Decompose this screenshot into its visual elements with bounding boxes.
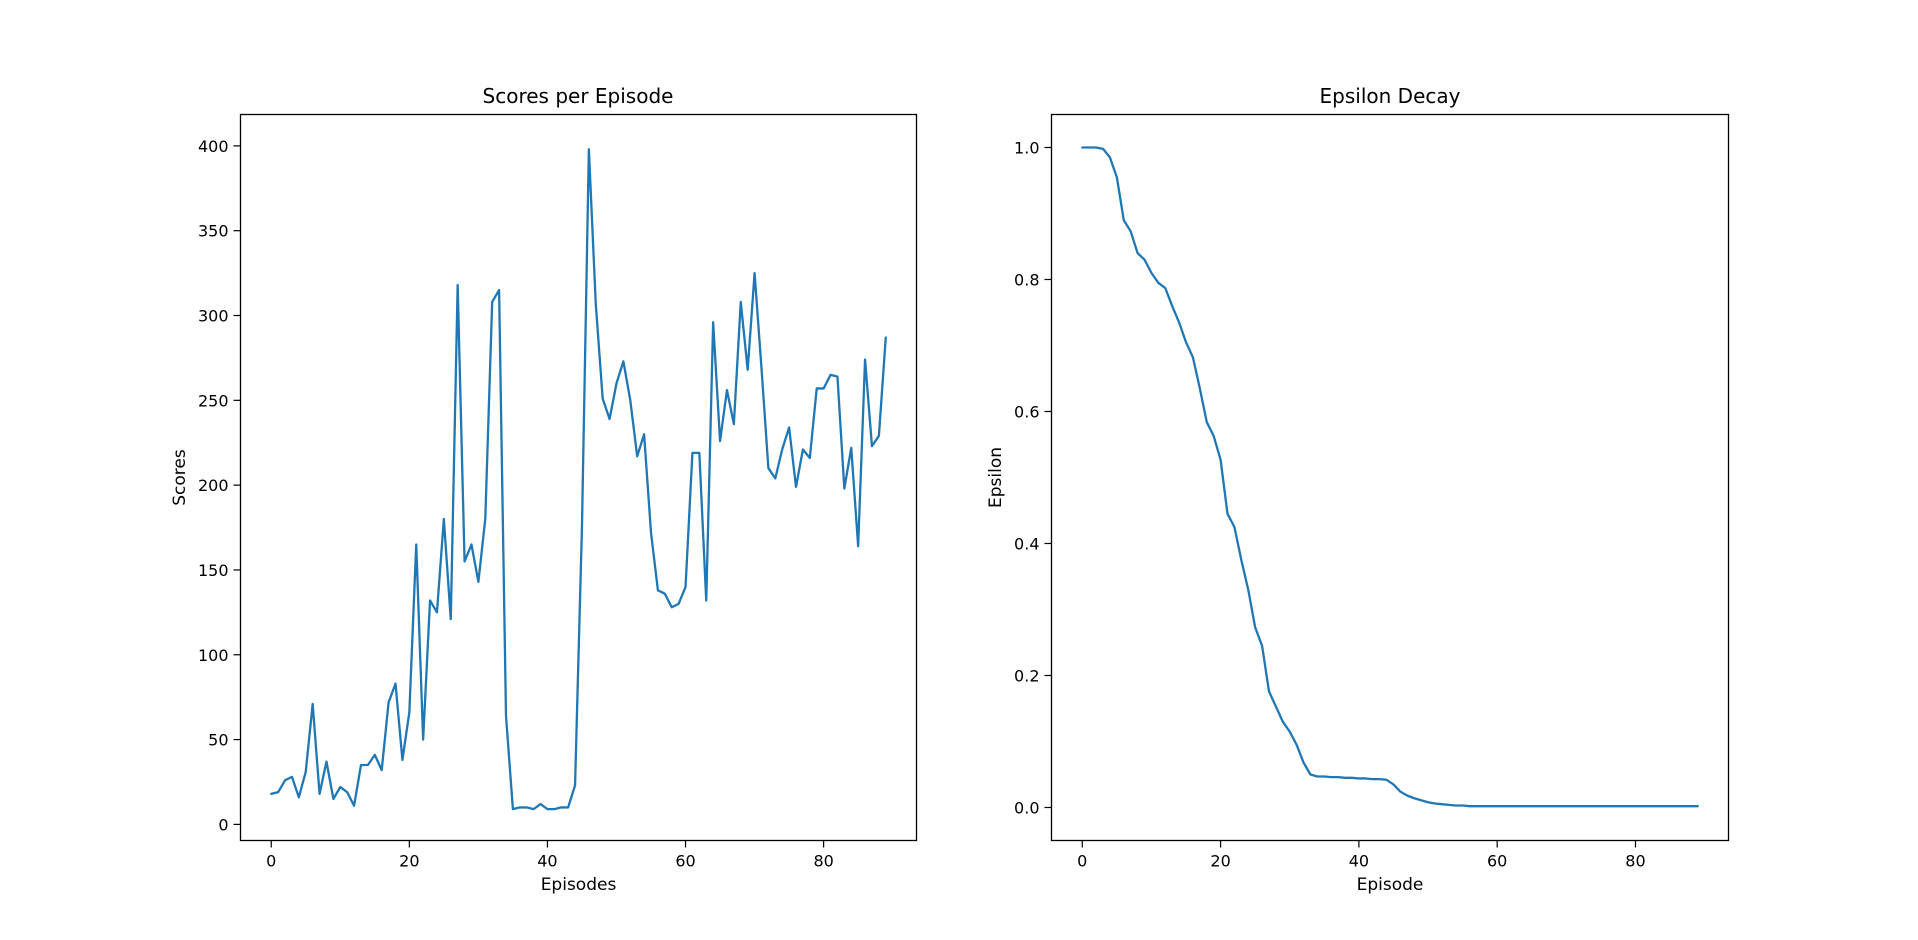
scores-chart-x-tick-label: 0 — [266, 852, 276, 871]
epsilon-chart-x-tick-label: 60 — [1487, 852, 1507, 871]
scores-chart-x-axis-label: Episodes — [541, 875, 617, 895]
epsilon-chart-x-tick-label: 20 — [1210, 852, 1230, 871]
scores-chart-y-tick-label: 350 — [198, 222, 229, 241]
scores-chart-y-tick-label: 400 — [198, 137, 229, 156]
scores-chart-y-tick-label: 300 — [198, 307, 229, 326]
scores-chart: Scores per Episode 0 20 40 60 80 0 50 100 150 200… — [170, 84, 918, 895]
epsilon-chart-y-tick-label: 0.0 — [1014, 799, 1039, 818]
epsilon-chart-x-tick-label: 40 — [1349, 852, 1369, 871]
scores-chart-frame — [239, 113, 918, 842]
epsilon-chart-y-tick-label: 0.2 — [1014, 667, 1039, 686]
scores-chart-x-tick-label: 80 — [813, 852, 833, 871]
scores-chart-x-tick-label: 40 — [537, 852, 557, 871]
epsilon-chart-y-tick-label: 0.4 — [1014, 535, 1039, 554]
scores-chart-title: Scores per Episode — [483, 84, 674, 108]
epsilon-chart-x-axis-label: Episode — [1357, 875, 1424, 895]
epsilon-chart-frame — [1050, 113, 1730, 842]
scores-chart-y-axis-label: Scores — [170, 449, 190, 506]
epsilon-chart-x-tick-label: 80 — [1625, 852, 1645, 871]
scores-chart-marks: 0 20 40 60 80 0 50 100 150 200 250 300 350 400 — [198, 137, 887, 871]
scores-chart-y-tick-label: 100 — [198, 646, 229, 665]
scores-chart-y-tick-label: 0 — [218, 815, 228, 834]
scores-chart-y-tick-label: 250 — [198, 391, 229, 410]
epsilon-chart-title: Epsilon Decay — [1320, 84, 1461, 108]
scores-chart-y-tick-label: 50 — [208, 731, 228, 750]
epsilon-chart-y-tick-label: 0.6 — [1014, 403, 1039, 422]
scores-chart-x-tick-label: 60 — [675, 852, 695, 871]
epsilon-chart-marks: 0 20 40 60 80 0.0 0.2 0.4 0.6 0.8 1.0 — [1014, 139, 1699, 871]
epsilon-chart-series-line — [1081, 146, 1699, 808]
epsilon-chart-y-tick-label: 0.8 — [1014, 271, 1039, 290]
epsilon-chart: Epsilon Decay 0 20 40 60 80 0.0 0.2 0.4 0.6 0.8 1.… — [986, 84, 1730, 895]
scores-chart-x-tick-label: 20 — [399, 852, 419, 871]
scores-chart-y-tick-label: 200 — [198, 476, 229, 495]
scores-chart-series-line — [270, 148, 887, 811]
epsilon-chart-y-tick-label: 1.0 — [1014, 139, 1039, 158]
epsilon-chart-x-tick-label: 0 — [1077, 852, 1087, 871]
epsilon-chart-y-axis-label: Epsilon — [986, 447, 1006, 508]
scores-chart-y-tick-label: 150 — [198, 561, 229, 580]
